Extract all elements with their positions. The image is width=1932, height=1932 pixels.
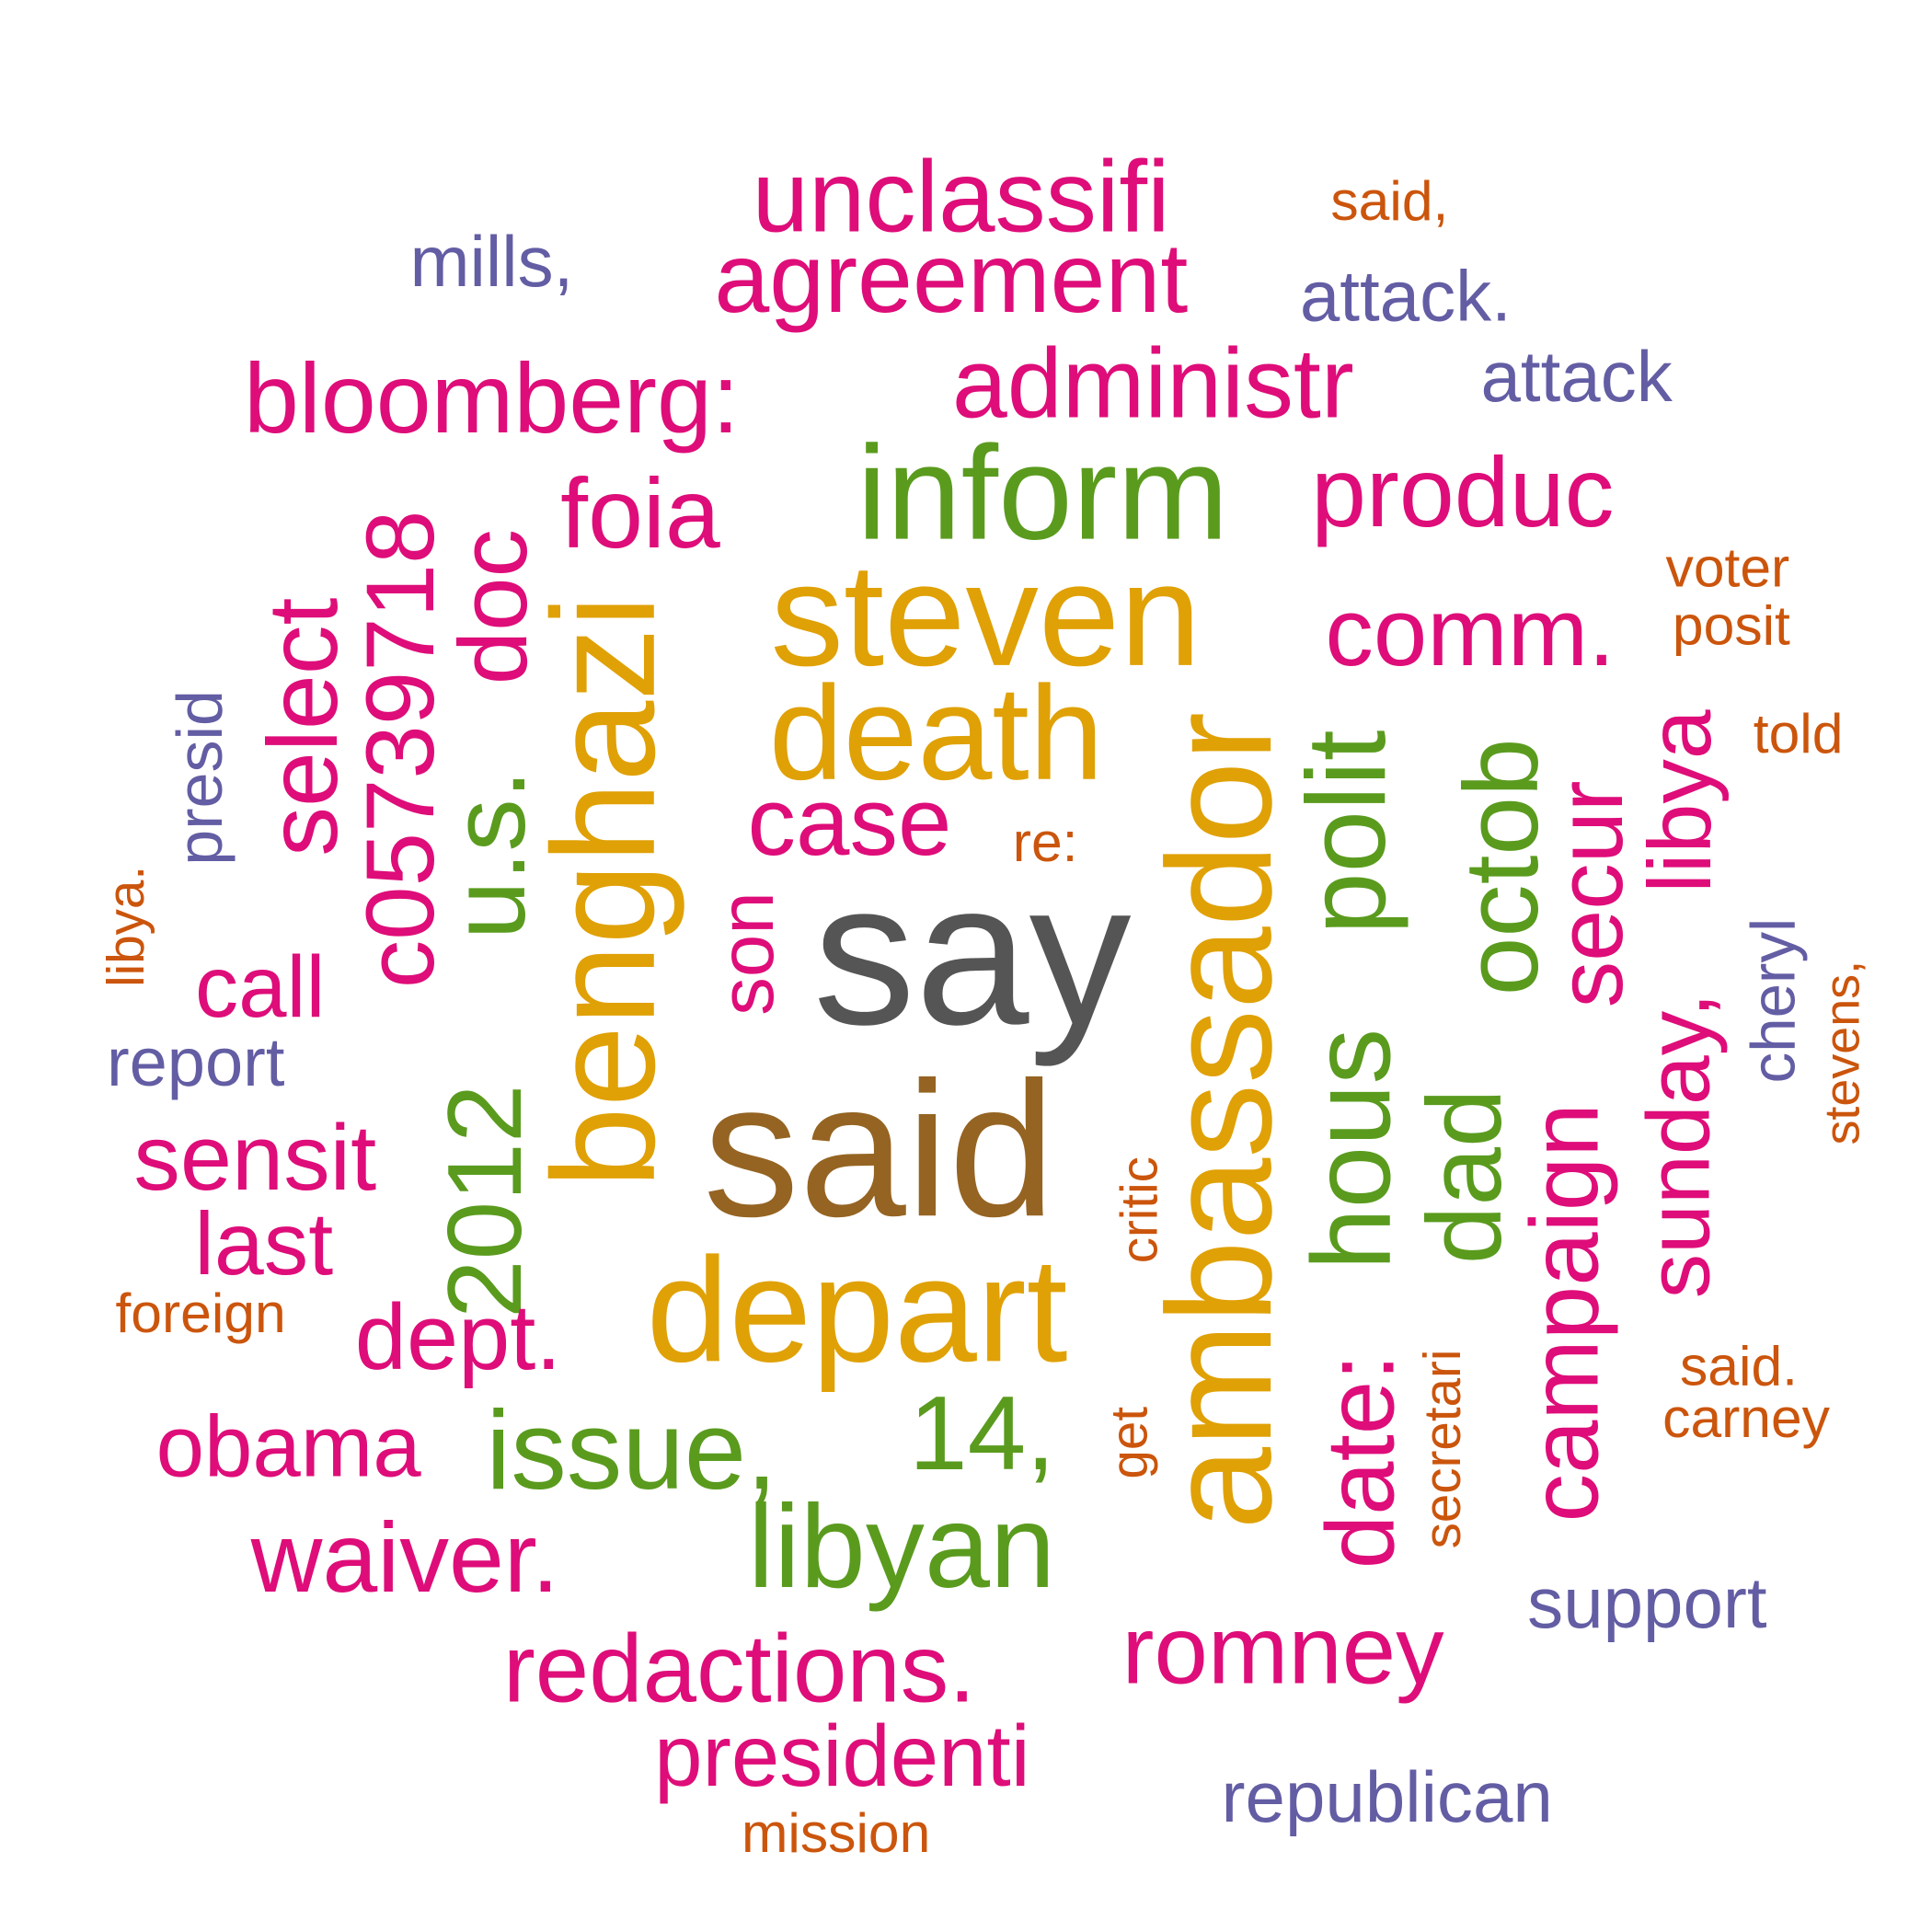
word-said-comma: said, bbox=[1330, 168, 1449, 233]
word-secretari: secretari bbox=[1412, 1349, 1472, 1549]
word-sensit: sensit bbox=[133, 1105, 377, 1210]
word-attack-period: attack. bbox=[1299, 256, 1512, 338]
word-last: last bbox=[194, 1195, 334, 1294]
word-bloomberg: bloomberg: bbox=[244, 342, 740, 454]
word-cheryl: cheryl bbox=[1738, 917, 1809, 1084]
word-libyan: libyan bbox=[747, 1481, 1056, 1614]
word-ambassador: ambassador bbox=[1136, 711, 1304, 1530]
word-2012: 2012 bbox=[426, 1084, 545, 1319]
word-presidenti: presidenti bbox=[654, 1708, 1030, 1805]
word-support: support bbox=[1527, 1562, 1767, 1644]
word-steven: steven bbox=[770, 534, 1202, 697]
word-unclassifi: unclassifi bbox=[752, 141, 1170, 254]
word-foia: foia bbox=[560, 458, 720, 569]
word-c05739718: c05739718 bbox=[345, 510, 455, 989]
word-re: re: bbox=[1012, 811, 1078, 874]
word-voter: voter bbox=[1665, 535, 1790, 599]
word-romney: romney bbox=[1121, 1594, 1444, 1705]
word-sunday: sunday, bbox=[1629, 993, 1730, 1299]
word-redactions: redactions. bbox=[502, 1614, 976, 1723]
word-administr: administr bbox=[951, 328, 1354, 439]
word-waiver: waiver. bbox=[250, 1501, 559, 1613]
word-dad: dad bbox=[1406, 1088, 1524, 1265]
word-hous: hous bbox=[1290, 1028, 1415, 1271]
word-presid: presid bbox=[165, 690, 237, 866]
word-attack: attack bbox=[1480, 337, 1673, 418]
word-comm: comm. bbox=[1325, 577, 1616, 686]
word-secur: secur bbox=[1537, 780, 1642, 1008]
word-produc: produc bbox=[1311, 437, 1615, 547]
word-foreign: foreign bbox=[115, 1281, 286, 1345]
word-doc: doc bbox=[438, 528, 547, 685]
word-posit: posit bbox=[1672, 593, 1790, 658]
word-report: report bbox=[106, 1023, 285, 1101]
word-carney: carney bbox=[1662, 1386, 1830, 1450]
word-critic: critic bbox=[1110, 1156, 1168, 1264]
word-said-period: said. bbox=[1680, 1334, 1798, 1398]
word-agreement: agreement bbox=[714, 223, 1189, 334]
word-republican: republican bbox=[1221, 1757, 1553, 1838]
word-inform: inform bbox=[857, 417, 1229, 568]
word-14: 14, bbox=[908, 1374, 1056, 1493]
word-said: said bbox=[703, 1041, 1056, 1257]
word-told: told bbox=[1753, 701, 1844, 765]
word-son: son bbox=[704, 891, 790, 1016]
word-depart: depart bbox=[646, 1227, 1068, 1394]
word-polit: polit bbox=[1285, 730, 1409, 935]
word-dept: dept. bbox=[354, 1284, 562, 1389]
word-date: date: bbox=[1305, 1353, 1415, 1570]
word-say: say bbox=[812, 839, 1132, 1067]
word-stevens: stevens, bbox=[1815, 960, 1870, 1145]
word-libya-period: libya. bbox=[96, 865, 155, 987]
word-benghazi: benghazi bbox=[523, 594, 686, 1189]
word-campaign: campaign bbox=[1509, 1103, 1619, 1523]
word-libya: libya bbox=[1630, 709, 1731, 893]
word-call: call bbox=[194, 938, 326, 1036]
word-case: case bbox=[747, 766, 952, 876]
word-death: death bbox=[768, 657, 1104, 808]
word-obama: obama bbox=[155, 1397, 421, 1495]
word-mission: mission bbox=[741, 1800, 931, 1865]
word-select: select bbox=[247, 597, 359, 857]
word-issue: issue, bbox=[486, 1389, 777, 1513]
word-get: get bbox=[1099, 1406, 1158, 1479]
word-mills: mills, bbox=[409, 221, 574, 303]
